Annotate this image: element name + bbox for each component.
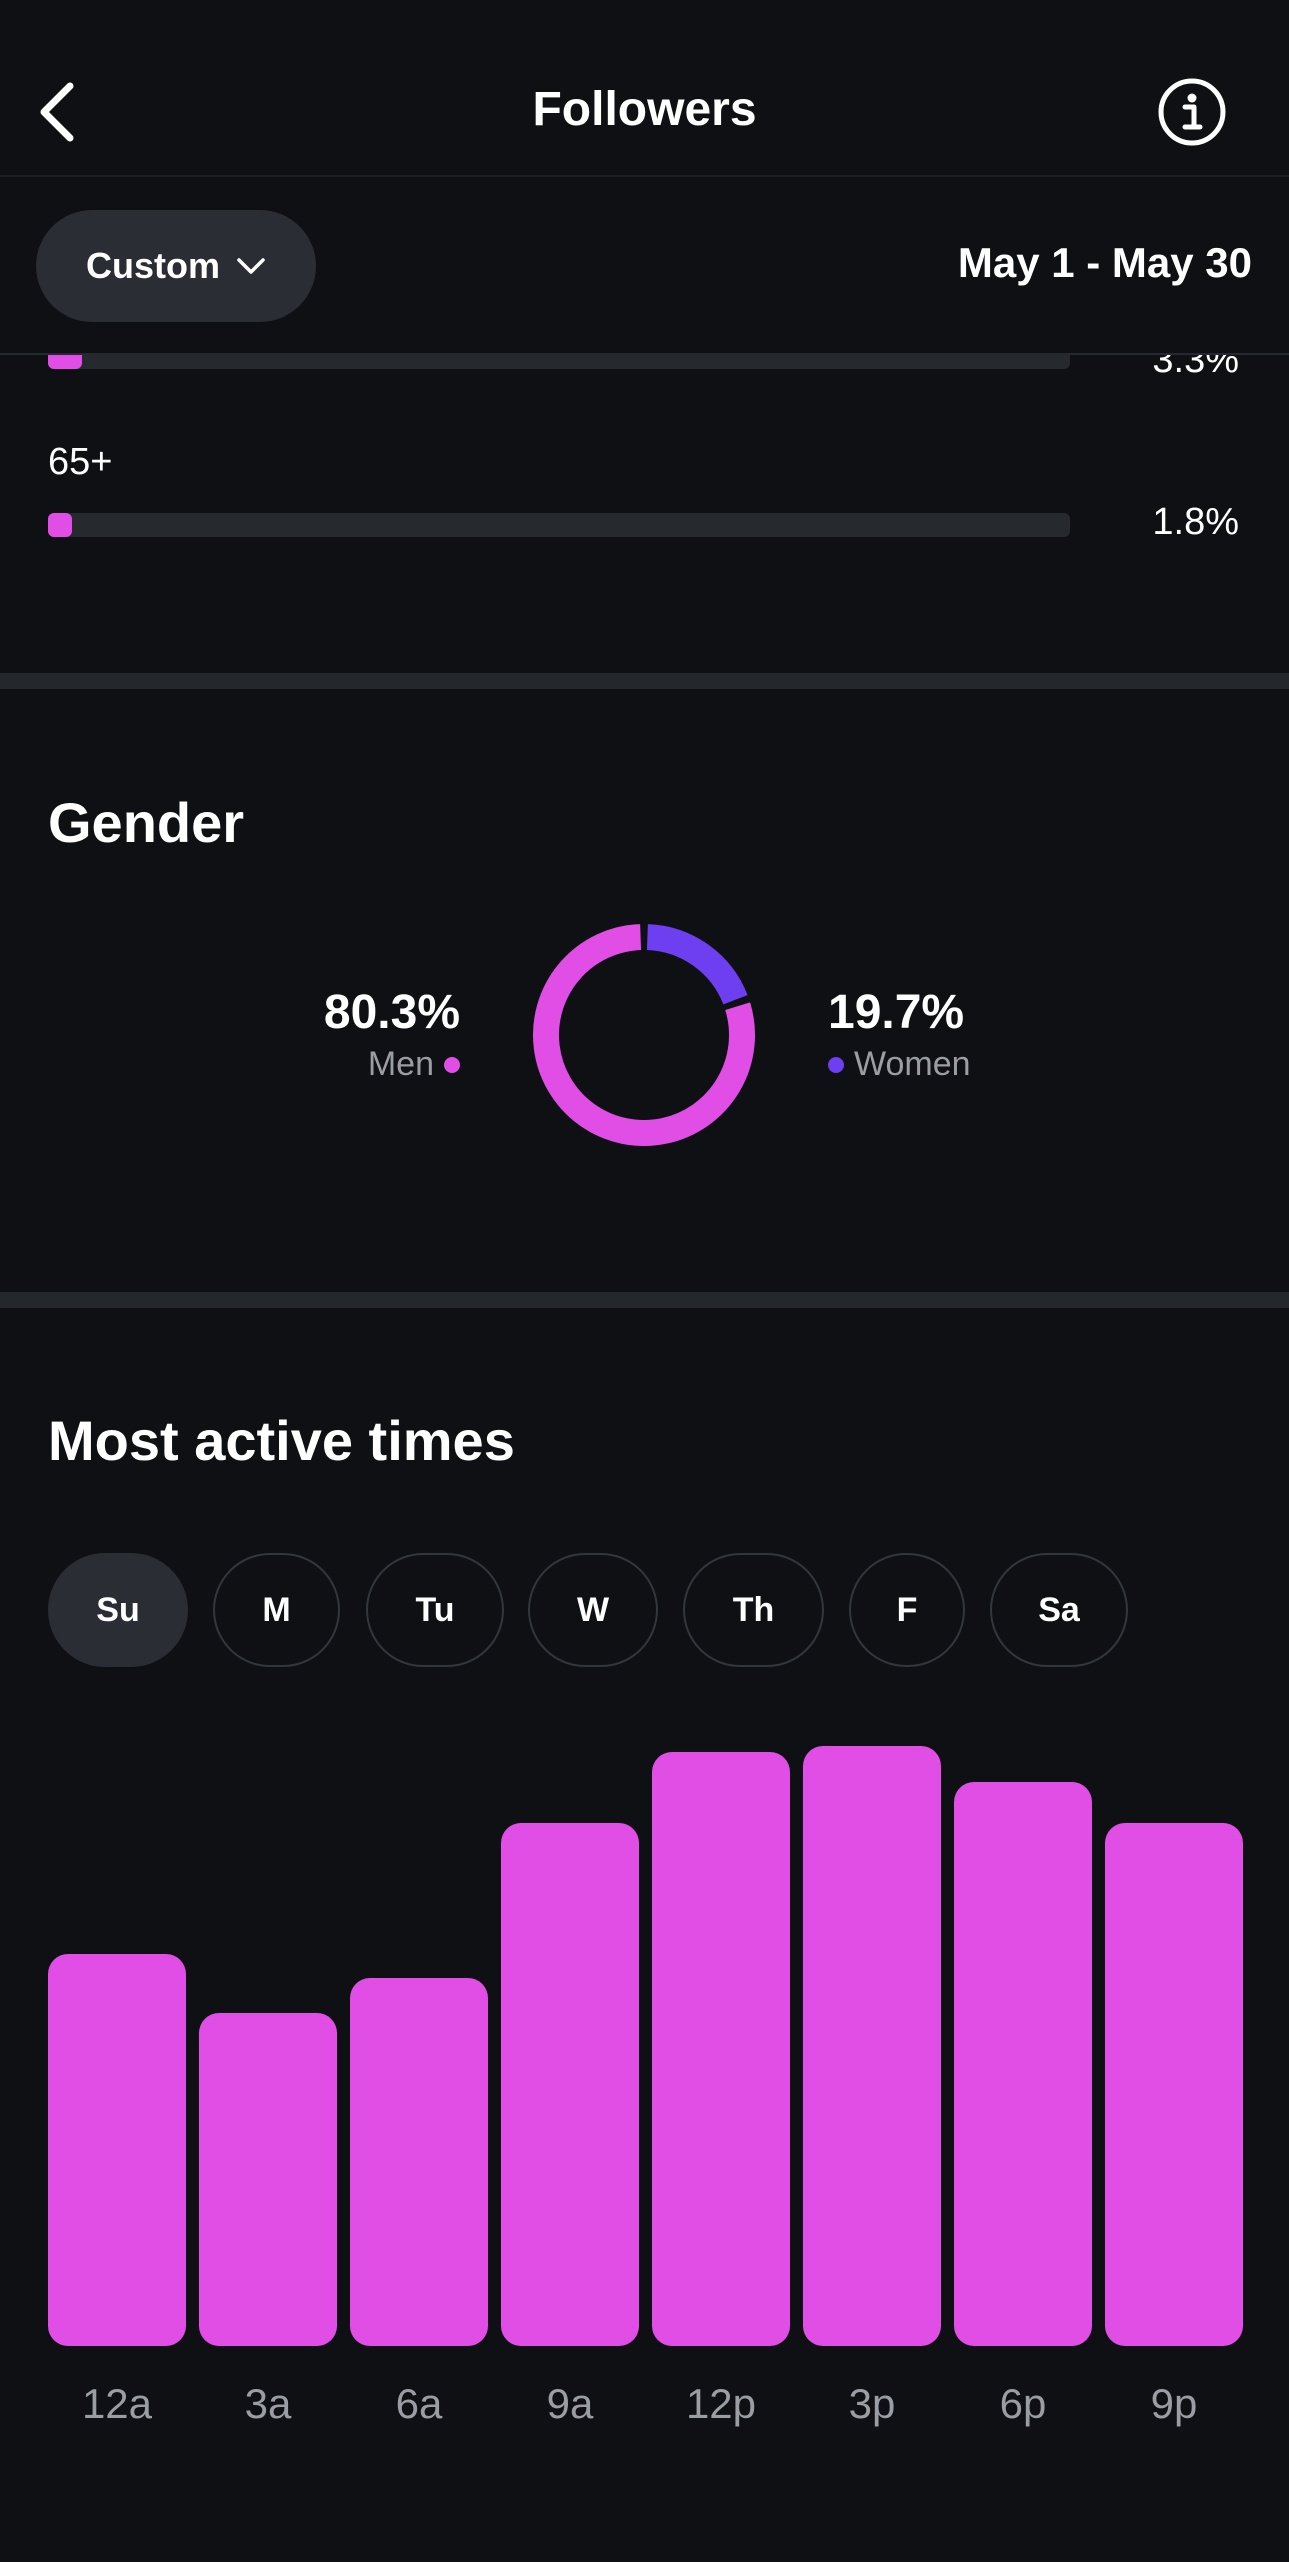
women-segment <box>646 924 748 1005</box>
x-tick-label: 9a <box>546 2380 594 2427</box>
men-label: Men <box>367 1045 434 1083</box>
back-button[interactable] <box>26 72 86 152</box>
age-range-fill <box>48 355 82 369</box>
chevron-down-icon <box>237 258 265 274</box>
date-range-label: May 1 - May 30 <box>957 239 1252 286</box>
day-tab-monday[interactable]: M <box>213 1553 340 1667</box>
activity-bar-3p <box>803 1746 941 2346</box>
x-tick-label: 12a <box>81 2380 153 2427</box>
day-tab-saturday[interactable]: Sa <box>990 1553 1128 1667</box>
women-legend: Women <box>828 1045 971 1084</box>
gender-section-title: Gender <box>48 791 245 854</box>
section-divider <box>0 673 1289 689</box>
men-percentage: 80.3% <box>323 986 460 1039</box>
activity-bar-12p <box>652 1752 790 2346</box>
section-divider <box>0 1292 1289 1308</box>
gender-donut-chart <box>533 924 755 1146</box>
men-segment <box>533 924 755 1146</box>
chevron-left-icon <box>40 82 74 142</box>
x-tick-label: 12p <box>685 2380 757 2427</box>
activity-bar-9a <box>501 1823 639 2346</box>
day-tab-tuesday[interactable]: Tu <box>366 1553 504 1667</box>
custom-range-label: Custom <box>86 245 220 286</box>
x-tick-label: 6a <box>395 2380 443 2427</box>
activity-bar-12a <box>48 1954 186 2346</box>
age-range-label: 65+ <box>48 441 113 483</box>
women-color-dot <box>828 1056 844 1073</box>
age-range-value: 3.3% <box>1152 355 1239 381</box>
men-color-dot <box>444 1056 460 1073</box>
info-icon <box>1158 78 1226 146</box>
x-tick-label: 6p <box>999 2380 1047 2427</box>
day-tab-wednesday[interactable]: W <box>528 1553 658 1667</box>
activity-bar-9p <box>1105 1823 1243 2346</box>
day-tab-friday[interactable]: F <box>849 1553 965 1667</box>
men-legend: Men <box>368 1045 460 1084</box>
activity-bar-3a <box>199 2013 337 2346</box>
age-range-section: 3.3% 65+ 1.8% <box>0 355 1289 673</box>
x-tick-label: 9p <box>1150 2380 1198 2427</box>
date-filter-bar: Custom May 1 - May 30 <box>0 177 1289 355</box>
age-range-value: 1.8% <box>1152 501 1239 543</box>
top-nav-bar: Followers <box>0 0 1289 177</box>
day-tab-sunday[interactable]: Su <box>48 1553 188 1667</box>
age-range-fill <box>48 513 72 537</box>
info-button[interactable] <box>1157 77 1227 147</box>
custom-range-button[interactable]: Custom <box>36 210 316 322</box>
women-percentage: 19.7% <box>828 986 965 1039</box>
age-range-bar <box>48 355 1070 369</box>
x-tick-label: 3p <box>848 2380 896 2427</box>
day-tab-thursday[interactable]: Th <box>683 1553 824 1667</box>
page-title: Followers <box>532 83 757 136</box>
activity-bar-6a <box>350 1978 488 2346</box>
x-tick-label: 3a <box>244 2380 292 2427</box>
age-range-bar <box>48 513 1070 537</box>
active-times-title: Most active times <box>48 1409 515 1472</box>
women-label: Women <box>854 1045 971 1083</box>
activity-bar-6p <box>954 1782 1092 2346</box>
